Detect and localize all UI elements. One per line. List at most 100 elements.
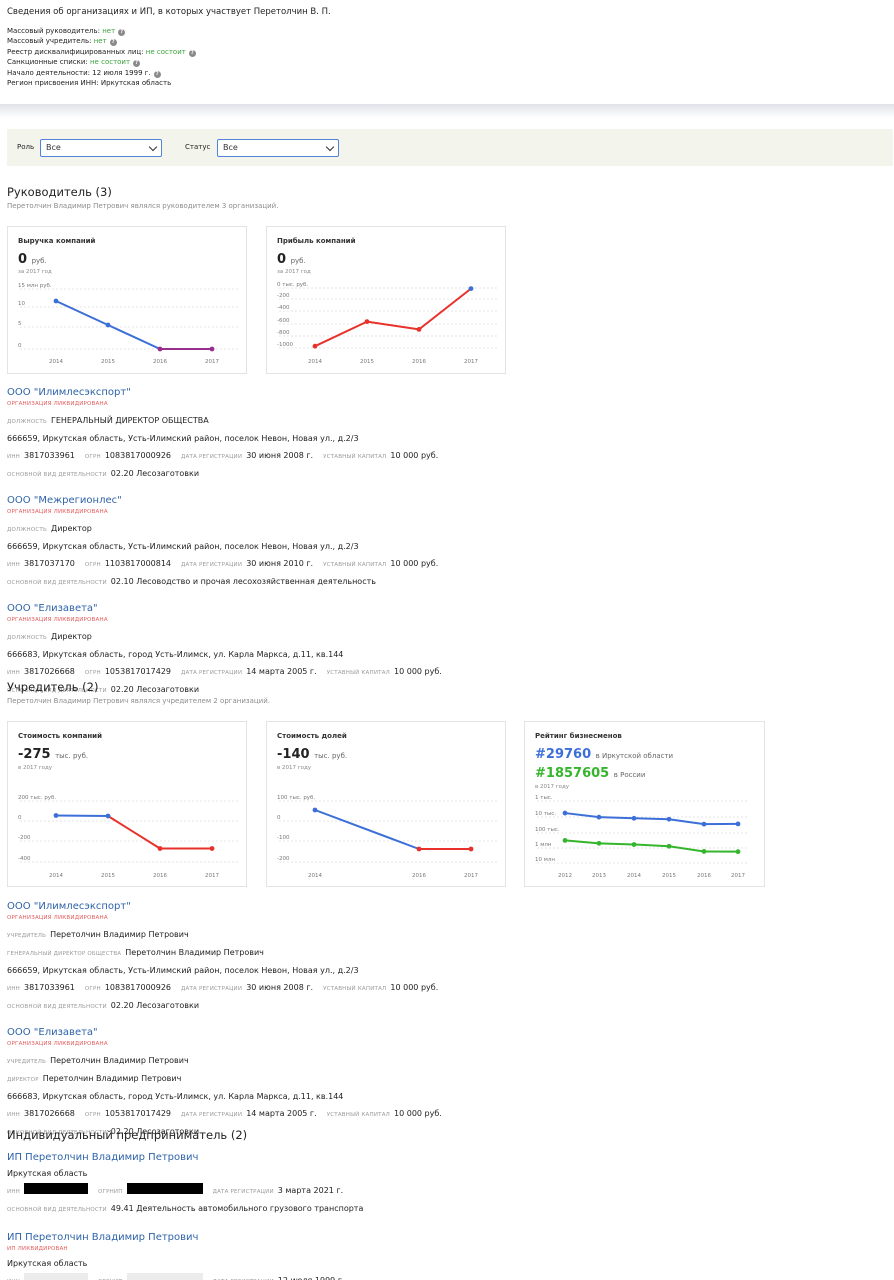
data-point — [416, 846, 422, 852]
detail-row: основной вид деятельности 02.20 Лесозагот… — [7, 464, 887, 482]
detail-row: 666683, Иркутская область, город Усть-Ил… — [7, 645, 887, 662]
status-select-value: Все — [223, 143, 238, 152]
fact-value: 12 июля 1999 г. — [92, 68, 151, 77]
reg-date-label: дата регистрации — [212, 1189, 274, 1195]
region-value: Иркутская область — [7, 1169, 88, 1178]
ogrn-label: ОГРН — [84, 454, 101, 460]
ip-name-link[interactable]: ИП Перетолчин Владимир Петрович — [7, 1152, 199, 1163]
y-tick-label: -200 — [18, 835, 31, 841]
y-tick-label: 10 — [18, 301, 25, 307]
revenue-chart: 15 млн руб. 10 5 0 2014 2015 2016 2017 — [18, 283, 240, 365]
reg-date-label: дата регистрации — [181, 562, 243, 568]
help-icon[interactable]: ? — [153, 70, 161, 78]
org-card: ООО "Елизавета" организация ликвидирована… — [7, 602, 887, 698]
detail-row: генеральный директор общества Перетолчин … — [7, 943, 887, 961]
org-name-link[interactable]: ООО "Илимлесэкспорт" — [7, 901, 131, 912]
org-card: ООО "Илимлесэкспорт" организация ликвидир… — [7, 386, 887, 482]
detail-row: основной вид деятельности 02.20 Лесозагот… — [7, 680, 887, 698]
org-name-link[interactable]: ООО "Межрегионлес" — [7, 495, 122, 506]
ogrn-value: 1103817000814 — [104, 559, 172, 568]
activity-value: 02.20 Лесозаготовки — [110, 685, 200, 694]
data-point — [209, 846, 215, 851]
founder-label: учредитель — [7, 933, 47, 939]
detail-row: Иркутская область — [7, 1164, 887, 1181]
fact-label: Санкционные списки: — [7, 58, 88, 67]
series-line — [314, 809, 420, 850]
detail-row: основной вид деятельности 02.20 Лесозагот… — [7, 996, 887, 1014]
status-select[interactable]: Все — [217, 139, 339, 157]
role2-value: Перетолчин Владимир Петрович — [125, 948, 264, 957]
series-line — [598, 842, 635, 846]
data-point — [157, 346, 163, 352]
page-title: Сведения об организациях и ИП, в которых… — [7, 7, 331, 17]
founder-value: Перетолчин Владимир Петрович — [50, 1056, 189, 1065]
x-tick-label: 2016 — [412, 873, 426, 879]
reg-date-value: 30 июня 2010 г. — [246, 559, 314, 568]
activity-label: основной вид деятельности — [7, 472, 107, 478]
fact-row: Санкционные списки: не состоит? — [7, 57, 887, 68]
ip-name-link[interactable]: ИП Перетолчин Владимир Петрович — [7, 1232, 199, 1243]
inn-redacted — [24, 1273, 88, 1280]
chart-value: 0 руб. — [277, 252, 306, 267]
fact-label: Массовый учредитель: — [7, 37, 92, 46]
x-tick-label: 2014 — [49, 359, 63, 365]
org-name-link[interactable]: ООО "Елизавета" — [7, 1027, 98, 1038]
chevron-down-icon — [325, 142, 335, 152]
org-card: ООО "Елизавета" организация ликвидирована… — [7, 1026, 887, 1140]
position-label: должность — [7, 419, 47, 425]
chart-period: за 2017 год — [18, 269, 52, 275]
reg-date-value: 14 марта 2005 г. — [246, 1109, 317, 1118]
address-value: 666659, Иркутская область, Усть-Илимский… — [7, 542, 359, 551]
inn-label: ИНН — [7, 1189, 20, 1195]
data-point — [631, 815, 637, 821]
help-icon[interactable]: ? — [133, 60, 141, 68]
ip-liquidated-badge: ИП ликвидирован — [7, 1246, 68, 1252]
x-tick-label: 2017 — [464, 359, 478, 365]
help-icon[interactable]: ? — [118, 29, 126, 36]
y-tick-label: 15 млн руб. — [18, 283, 52, 289]
capital-label: уставный капитал — [326, 670, 391, 676]
y-tick-label: 200 тыс. руб. — [18, 795, 56, 801]
ogrn-label: ОГРН — [84, 1112, 101, 1118]
capital-label: уставный капитал — [323, 562, 387, 568]
data-point — [312, 807, 318, 813]
help-icon[interactable]: ? — [188, 49, 196, 57]
position-value: ГЕНЕРАЛЬНЫЙ ДИРЕКТОР ОБЩЕСТВА — [50, 416, 209, 425]
filter-bar: Роль Все Статус Все — [7, 129, 893, 166]
ogrn-label: ОГРН — [84, 670, 101, 676]
reg-date-label: дата регистрации — [181, 454, 243, 460]
y-tick-label: 10 млн — [535, 857, 555, 863]
org-name-link[interactable]: ООО "Илимлесэкспорт" — [7, 387, 131, 398]
ogrn-value: 1053817017429 — [104, 667, 172, 676]
series-line — [55, 814, 109, 817]
data-point — [596, 840, 602, 846]
help-icon[interactable]: ? — [109, 39, 117, 47]
capital-value: 10 000 руб. — [394, 1109, 442, 1118]
y-tick-label: 1 млн — [535, 842, 552, 848]
activity-label: основной вид деятельности — [7, 1207, 107, 1213]
section-subtitle-head: Перетолчин Владимир Петрович являлся рук… — [7, 202, 279, 210]
chart-card-company-value: Стоимость компаний -275 тыс. руб. в 2017… — [7, 721, 247, 887]
role-select[interactable]: Все — [40, 139, 162, 157]
founder-org-list: ООО "Илимлесэкспорт" организация ликвидир… — [7, 900, 887, 1152]
founder-value: Перетолчин Владимир Петрович — [50, 930, 189, 939]
rank-country: #1857605 в России — [535, 766, 646, 781]
data-point — [562, 838, 568, 843]
x-tick-label: 2014 — [308, 873, 322, 879]
series-line — [668, 818, 705, 826]
series-line — [598, 816, 635, 820]
data-point — [735, 849, 741, 855]
x-tick-label: 2014 — [627, 873, 641, 879]
y-tick-label: -100 — [277, 835, 290, 841]
data-point — [666, 843, 672, 849]
capital-label: уставный капитал — [326, 1112, 391, 1118]
org-name-link[interactable]: ООО "Елизавета" — [7, 603, 98, 614]
inn-value: 3817037170 — [24, 559, 75, 568]
data-point — [562, 810, 568, 816]
reg-date-value: 12 июля 1999 г. — [278, 1276, 345, 1280]
region-value: Иркутская область — [7, 1259, 88, 1268]
detail-row: должность ГЕНЕРАЛЬНЫЙ ДИРЕКТОР ОБЩЕСТВА — [7, 411, 887, 429]
x-tick-label: 2016 — [412, 359, 426, 365]
chart-card-rating: Рейтинг бизнесменов #29760 в Иркутской о… — [524, 721, 765, 887]
y-tick-label: 0 — [277, 815, 281, 821]
